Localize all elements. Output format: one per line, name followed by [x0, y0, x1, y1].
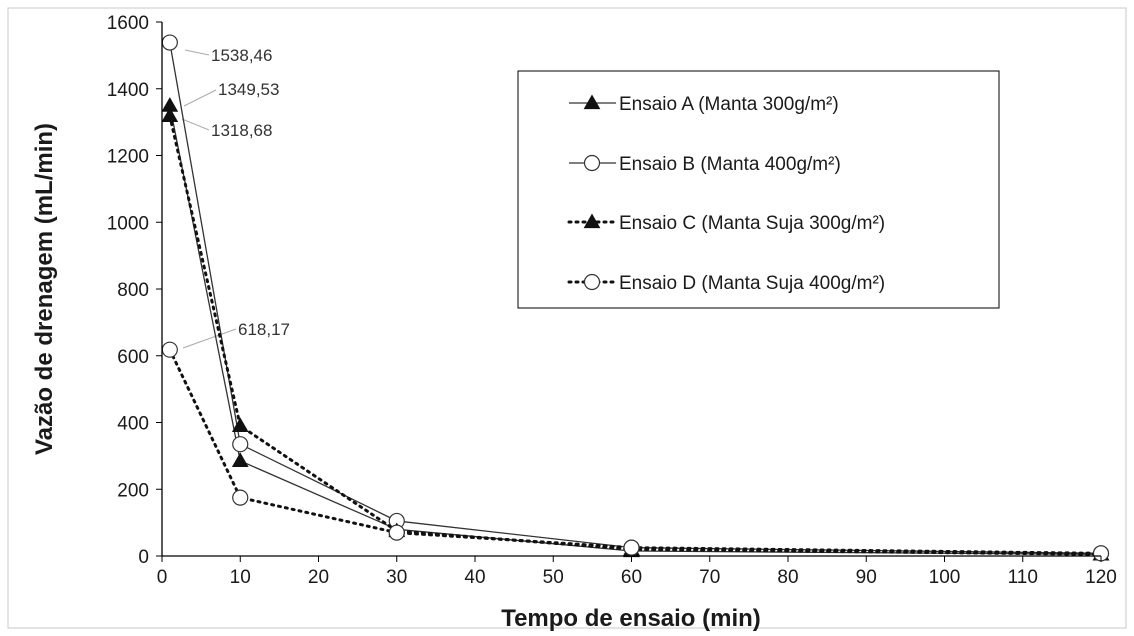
legend-label: Ensaio D (Manta Suja 400g/m²) — [619, 273, 885, 294]
legend-box — [517, 70, 1000, 309]
x-tick-label: 10 — [230, 567, 251, 588]
y-axis-title: Vazão de drenagem (mL/min) — [31, 123, 58, 455]
legend-marker — [583, 213, 601, 229]
series-layer — [161, 34, 1110, 562]
y-tick-label: 1400 — [107, 80, 149, 101]
x-ticks: 0 10 20 30 40 50 60 70 80 90 100 110 120 — [157, 556, 1117, 588]
data-point — [161, 107, 179, 123]
data-point — [388, 524, 405, 541]
y-tick-label: 800 — [117, 280, 149, 301]
x-tick-label: 50 — [543, 567, 564, 588]
x-tick-label: 40 — [464, 567, 485, 588]
x-tick-label: 80 — [777, 567, 798, 588]
legend-marker — [583, 154, 601, 172]
x-tick-label: 100 — [929, 567, 961, 588]
x-tick-label: 120 — [1085, 567, 1117, 588]
y-tick-label: 1200 — [107, 147, 149, 168]
annotation-leader — [184, 49, 210, 56]
x-axis-title: Tempo de ensaio (min) — [501, 605, 761, 632]
y-ticks: 0 200 400 600 800 1000 1200 1400 1600 — [107, 13, 162, 568]
legend: Ensaio A (Manta 300g/m²) Ensaio B (Manta … — [517, 70, 1000, 309]
x-tick-label: 110 — [1008, 567, 1038, 588]
annotation-leader — [183, 89, 217, 107]
data-point — [161, 341, 178, 358]
x-tick-label: 60 — [621, 567, 642, 588]
annotation-leader — [181, 118, 210, 131]
x-tick-label: 20 — [308, 567, 329, 588]
annotation-labels: 1538,46 1349,53 1318,68 618,17 — [211, 46, 290, 339]
data-point — [623, 539, 640, 556]
legend-label: Ensaio C (Manta Suja 300g/m²) — [619, 213, 885, 234]
legend-item-d: Ensaio D (Manta Suja 400g/m²) — [567, 273, 885, 294]
legend-item-a: Ensaio A (Manta 300g/m²) — [569, 94, 839, 115]
legend-item-c: Ensaio C (Manta Suja 300g/m²) — [567, 213, 885, 234]
data-point — [231, 417, 249, 432]
data-point — [231, 452, 249, 468]
series-d — [161, 341, 1110, 562]
y-tick-label: 1600 — [107, 13, 149, 34]
annotation-leader — [182, 328, 237, 349]
data-point — [232, 489, 249, 506]
annotation-label: 1349,53 — [218, 80, 279, 99]
data-point — [232, 436, 249, 453]
x-tick-label: 0 — [157, 567, 168, 588]
x-tick-label: 70 — [699, 567, 720, 588]
y-tick-label: 200 — [117, 480, 149, 501]
annotation-label: 1318,68 — [211, 121, 272, 140]
x-tick-label: 90 — [856, 567, 877, 588]
y-tick-label: 1000 — [107, 213, 149, 234]
x-tick-label: 30 — [386, 567, 407, 588]
legend-marker — [583, 94, 601, 110]
data-point — [161, 34, 178, 51]
y-tick-label: 0 — [138, 547, 149, 568]
legend-label: Ensaio B (Manta 400g/m²) — [619, 154, 841, 175]
legend-item-b: Ensaio B (Manta 400g/m²) — [569, 154, 841, 175]
y-tick-label: 600 — [117, 347, 149, 368]
annotation-label: 618,17 — [238, 320, 290, 339]
y-tick-label: 400 — [117, 414, 149, 435]
annotation-label: 1538,46 — [211, 46, 272, 65]
legend-label: Ensaio A (Manta 300g/m²) — [619, 94, 839, 115]
annotation-leaders — [181, 49, 237, 349]
legend-marker — [583, 273, 601, 291]
